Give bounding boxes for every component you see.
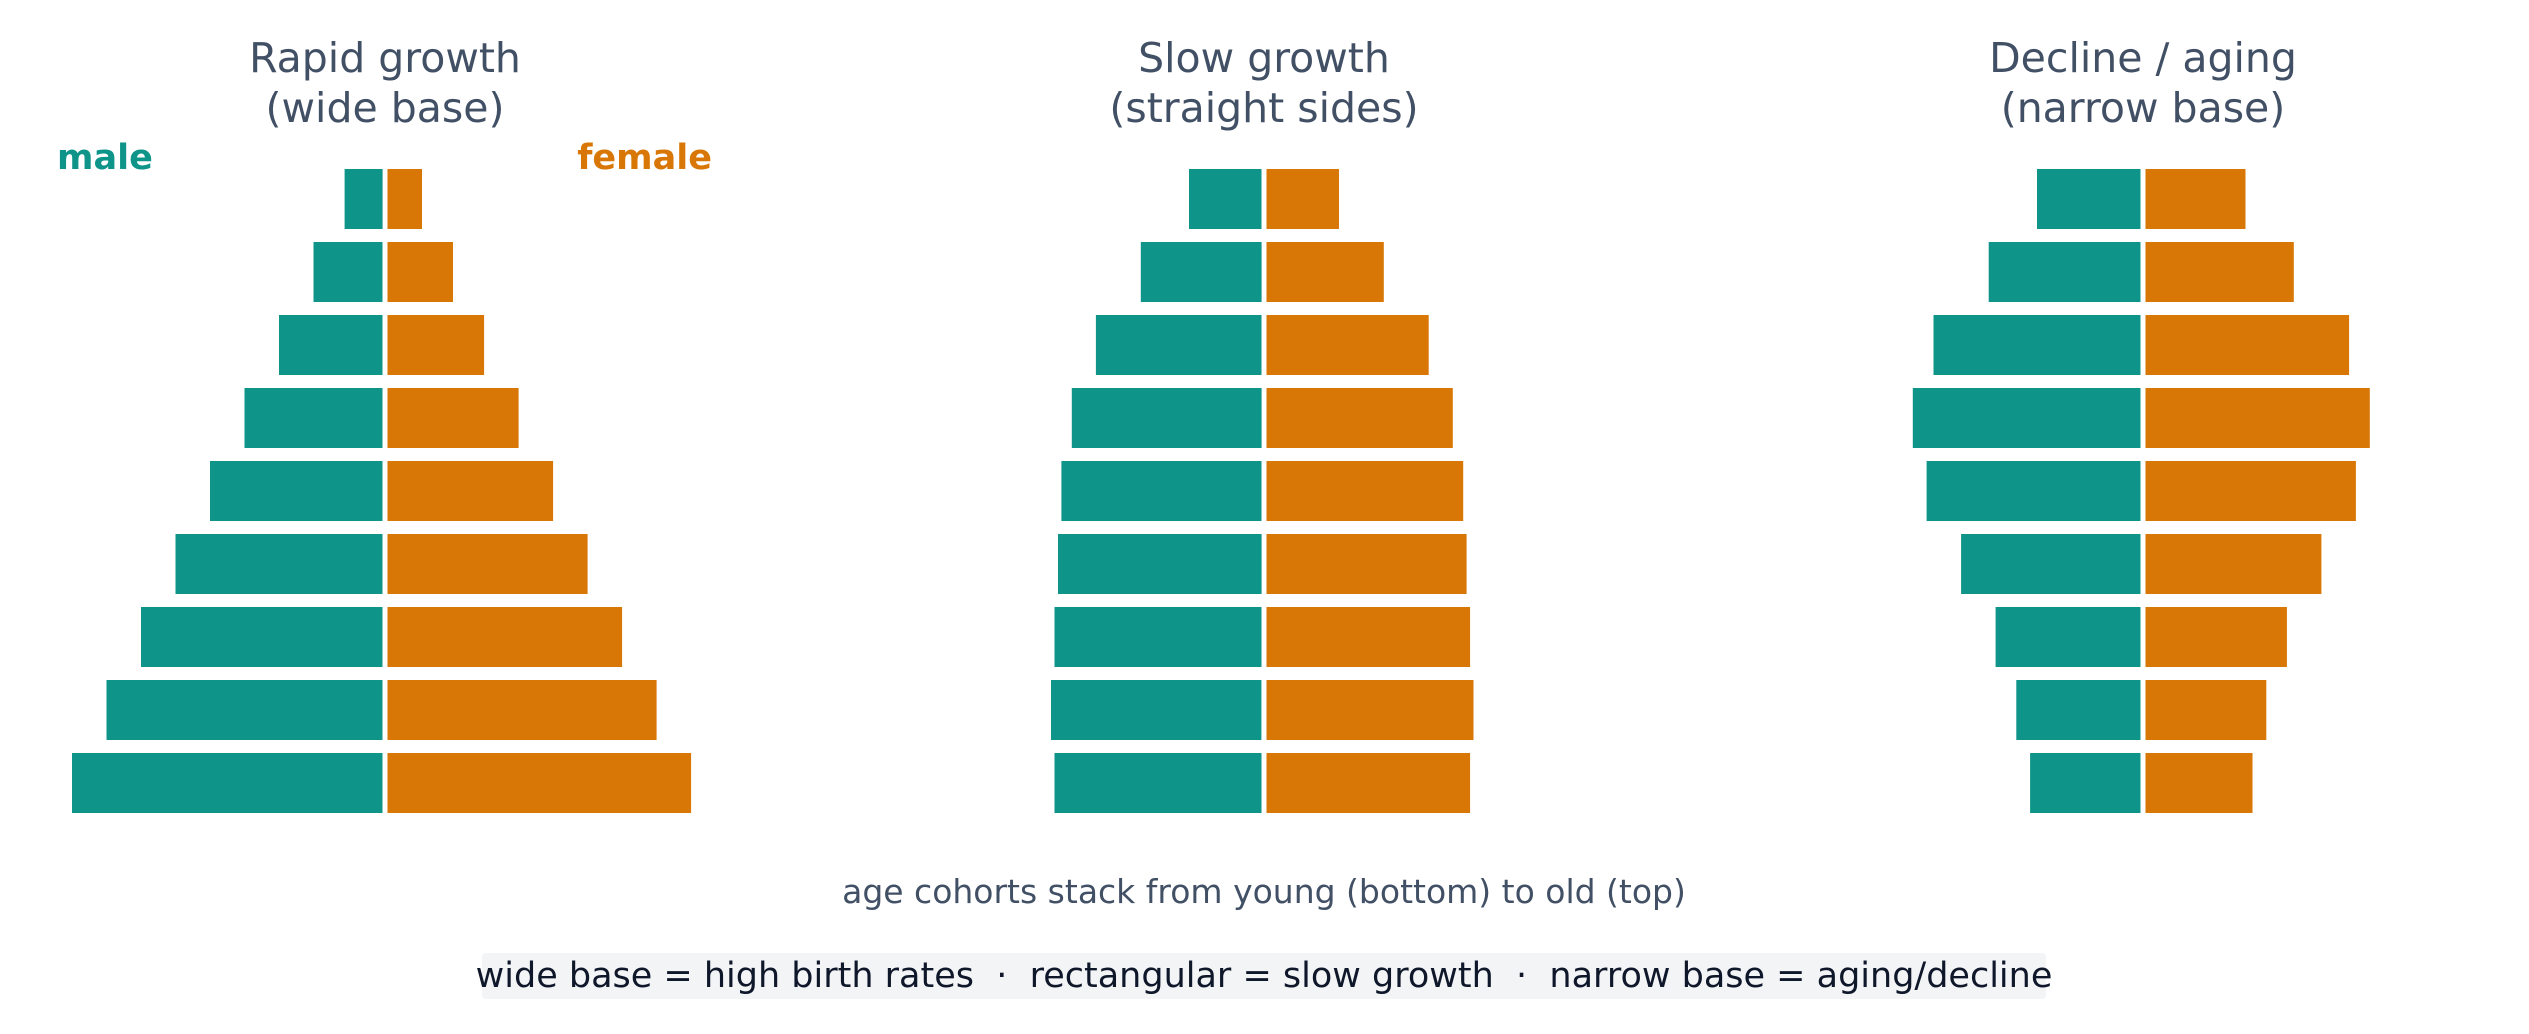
panel-2-male-bar-cohort-7: [1095, 315, 1262, 375]
footnote-box: [482, 953, 2046, 999]
panel-1-male-bar-cohort-4: [175, 534, 383, 594]
panel-1-female-bar-cohort-8: [387, 242, 453, 302]
panel-2-male-bar-cohort-6: [1071, 388, 1262, 448]
panel-2-male-bar-cohort-9: [1189, 169, 1262, 229]
panel-2-title-line-2: (straight sides): [1109, 84, 1418, 132]
panel-2-female-bar-cohort-6: [1266, 388, 1453, 448]
panel-1-male-bar-cohort-1: [72, 753, 383, 813]
panel-2-title-line-1: Slow growth: [1138, 34, 1390, 82]
panel-3-male-bar-cohort-7: [1933, 315, 2141, 375]
panel-2-female-bar-cohort-9: [1266, 169, 1339, 229]
panel-3-female-bar-cohort-2: [2145, 680, 2267, 740]
panel-1-male-bar-cohort-6: [244, 388, 383, 448]
panel-2-female-bar-cohort-5: [1266, 461, 1464, 521]
panel-1-female-bar-cohort-1: [387, 753, 692, 813]
panel-1-female-bar-cohort-2: [387, 680, 657, 740]
panel-1-male-bar-cohort-2: [106, 680, 383, 740]
panel-2-female-bar-cohort-3: [1266, 607, 1471, 667]
panel-1-male-bar-cohort-7: [279, 315, 383, 375]
panel-2-female-bar-cohort-8: [1266, 242, 1384, 302]
panel-2-female-bar-cohort-7: [1266, 315, 1429, 375]
panel-1-female-bar-cohort-6: [387, 388, 519, 448]
cohort-order-caption: age cohorts stack from young (bottom) to…: [842, 872, 1686, 911]
panel-2-female-bar-cohort-1: [1266, 753, 1471, 813]
panel-3-male-bar-cohort-4: [1961, 534, 2141, 594]
panel-1-male-bar-cohort-5: [210, 461, 383, 521]
panel-2-female-bar-cohort-4: [1266, 534, 1467, 594]
panel-3-title-line-2: (narrow base): [2001, 84, 2286, 132]
panel-2-male-bar-cohort-8: [1140, 242, 1262, 302]
panel-1-title-line-1: Rapid growth: [249, 34, 521, 82]
panel-3-male-bar-cohort-3: [1995, 607, 2141, 667]
panel-3-female-bar-cohort-5: [2145, 461, 2356, 521]
panel-3-male-bar-cohort-5: [1926, 461, 2141, 521]
panel-1-female-bar-cohort-3: [387, 607, 623, 667]
panel-3-title-line-1: Decline / aging: [1989, 34, 2297, 82]
panel-1-title-line-2: (wide base): [266, 84, 505, 132]
panel-1-female-bar-cohort-9: [387, 169, 422, 229]
panel-2-female-bar-cohort-2: [1266, 680, 1474, 740]
panel-3-female-bar-cohort-1: [2145, 753, 2253, 813]
panel-2-male-bar-cohort-3: [1054, 607, 1262, 667]
footnote-text: wide base = high birth rates · rectangul…: [476, 956, 2053, 996]
panel-3-female-bar-cohort-7: [2145, 315, 2350, 375]
legend-female-label: female: [577, 138, 712, 178]
panel-3-male-bar-cohort-1: [2030, 753, 2141, 813]
panel-3-female-bar-cohort-9: [2145, 169, 2246, 229]
panel-3-male-bar-cohort-2: [2016, 680, 2141, 740]
panel-2-male-bar-cohort-4: [1058, 534, 1262, 594]
panel-1-male-bar-cohort-9: [344, 169, 383, 229]
panel-1-female-bar-cohort-4: [387, 534, 588, 594]
panel-3-male-bar-cohort-6: [1912, 388, 2141, 448]
pyramid-bars: [72, 169, 2370, 813]
panel-2-male-bar-cohort-2: [1051, 680, 1262, 740]
panel-3-male-bar-cohort-8: [1988, 242, 2141, 302]
legend-male-label: male: [57, 138, 153, 178]
panel-1-male-bar-cohort-8: [313, 242, 383, 302]
panel-3-female-bar-cohort-3: [2145, 607, 2287, 667]
panel-1-female-bar-cohort-7: [387, 315, 485, 375]
panel-2-male-bar-cohort-5: [1061, 461, 1262, 521]
panel-3-male-bar-cohort-9: [2037, 169, 2141, 229]
panel-3-female-bar-cohort-4: [2145, 534, 2322, 594]
panel-1-female-bar-cohort-5: [387, 461, 554, 521]
panel-3-female-bar-cohort-8: [2145, 242, 2294, 302]
panel-2-male-bar-cohort-1: [1054, 753, 1262, 813]
panel-3-female-bar-cohort-6: [2145, 388, 2370, 448]
panel-1-male-bar-cohort-3: [141, 607, 383, 667]
